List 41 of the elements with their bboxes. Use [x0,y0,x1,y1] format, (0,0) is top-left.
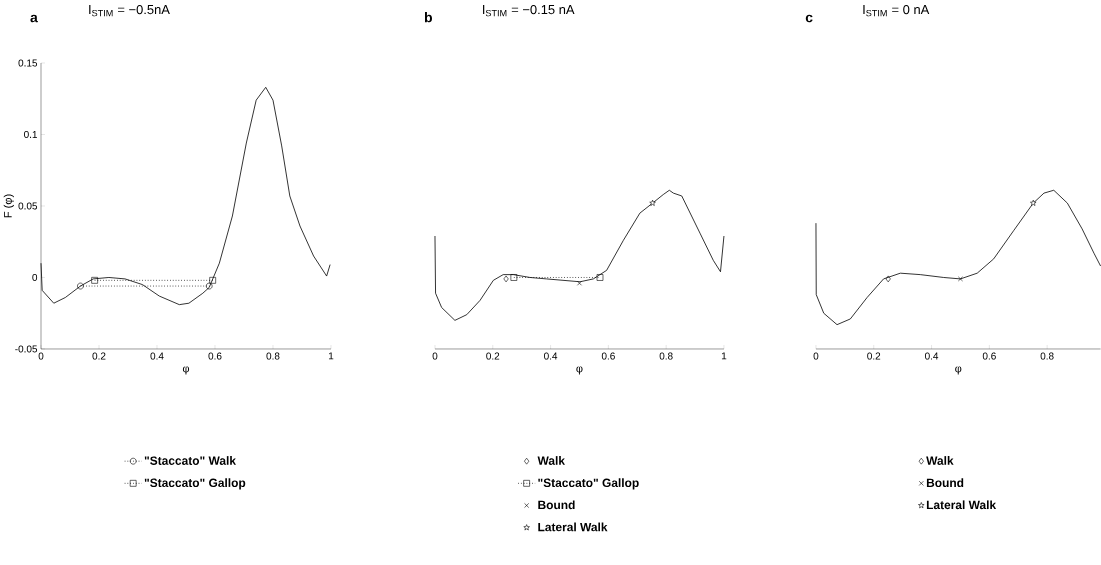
chart-title: I$_{STIM}$ = −0.5nA [89,4,170,17]
legend-label: Bound [926,478,964,488]
legend-label: Bound [538,500,575,510]
y-tick-label: 0.15 [18,59,38,67]
y-tick-label: 0.05 [18,202,38,210]
x-tick-label: 0.6 [208,352,222,360]
y-axis-title: F (φ) [3,194,14,218]
legend-label: "Staccato" Gallop [144,478,246,490]
x-axis-title: φ [955,366,962,375]
x-tick-label: 0.8 [659,352,673,360]
text: b [424,12,432,23]
x-tick-label: 0.6 [601,352,615,360]
text: c [805,14,813,23]
x-tick-label: 0.2 [486,352,500,360]
x-axis-title: φ [576,366,583,375]
x-tick-label: 0.4 [544,352,558,360]
legend-label: "Staccato" Walk [144,456,237,465]
x-tick-label: 0 [432,352,438,360]
x-tick-label: 0 [38,352,44,360]
x-tick-label: 0.8 [266,352,280,360]
x-tick-label: 0.6 [982,352,996,360]
legend-label: Lateral Walk [538,522,608,532]
x-tick-label: 0.2 [867,352,881,360]
x-tick-label: 0.2 [92,352,106,360]
chart-title: I$_{STIM}$ = −0.15 nA [483,4,575,17]
legend-label: "Staccato" Gallop [538,478,639,490]
legend-label: Walk [537,456,565,465]
legend-label: Lateral Walk [926,500,997,510]
x-tick-label: 1 [328,352,334,360]
x-tick-label: 0.4 [150,352,164,360]
chart-title: I$_{STIM}$ = 0 nA [863,4,930,17]
y-tick-label: 0.1 [24,130,38,139]
x-tick-label: 0 [813,352,819,360]
x-tick-label: 0.8 [1040,352,1054,360]
y-tick-label: -0.05 [15,345,38,353]
text: a [30,14,38,23]
x-tick-label: 0.4 [925,352,939,360]
y-tick-label: 0 [32,273,38,282]
legend-label: Walk [926,456,954,465]
x-axis-title: φ [182,366,190,375]
x-tick-label: 1 [721,352,727,360]
